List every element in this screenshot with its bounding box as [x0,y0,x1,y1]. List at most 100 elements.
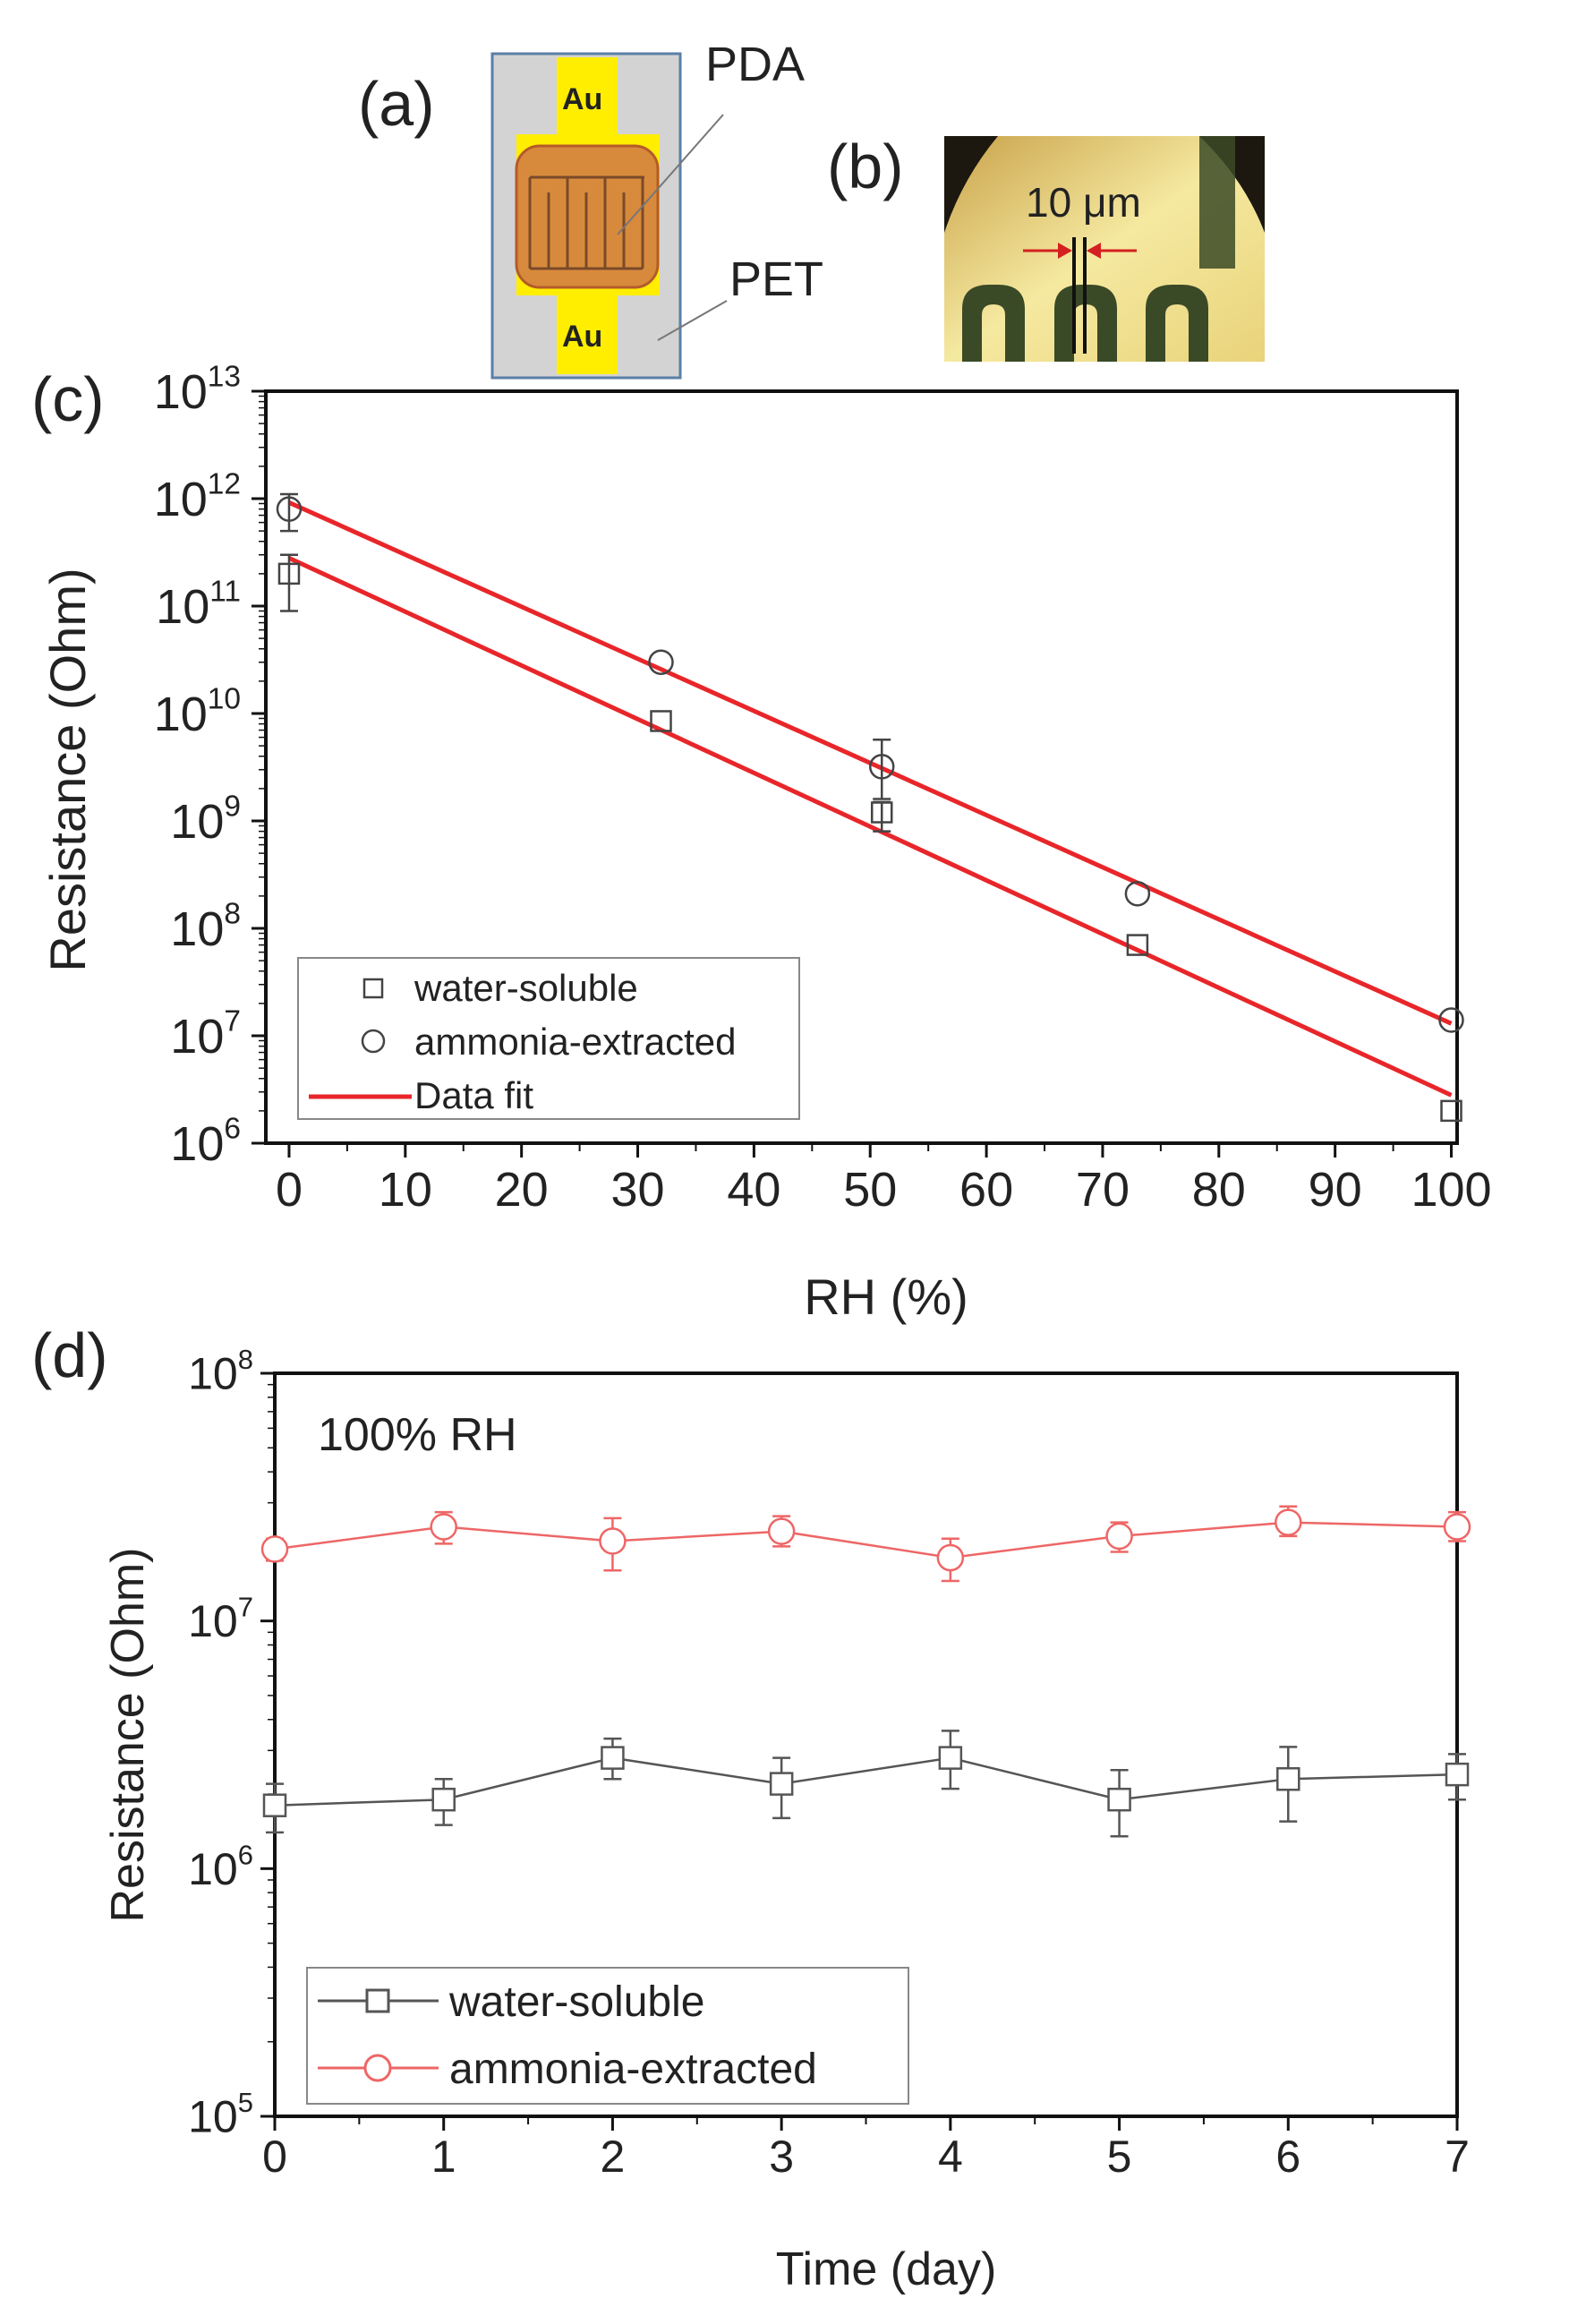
y-tick-label: 106 [188,1839,253,1894]
data-point-circle [648,649,674,675]
data-point-square [769,1772,794,1796]
chart-d-annotation: 100% RH [318,1409,517,1461]
chart-d-legend-box [306,1967,909,2105]
data-point-circle [1443,1513,1471,1541]
chart-c: 0 10 20 30 40 50 60 70 80 90 100 106 107 108 109 1010 10… [154,361,1492,1217]
panel-label-b: (b) [827,132,904,201]
micrograph-dark-corner-left [944,136,998,233]
data-point-circle [1124,881,1151,907]
y-tick-label: 1010 [154,683,241,741]
y-tick-label: 107 [188,1592,253,1647]
micrograph-dark-corner-right [1199,136,1265,233]
x-tick-label: 1 [431,2132,456,2182]
pda-leader-line [617,114,724,235]
x-tick-label: 90 [1309,1163,1362,1217]
data-point-circle [1105,1522,1133,1551]
chart-d-xlabel: Time (day) [776,2243,997,2295]
device-schematic: Au Au PDA PET [490,38,823,380]
legend-c-fit: Data fit [414,1074,533,1116]
y-tick-label: 108 [170,898,241,956]
data-point-square [262,1793,287,1817]
pet-label: PET [729,252,823,306]
legend-d-water: water-soluble [448,1978,704,2026]
data-point-square [938,1746,963,1770]
panel-label-a: (a) [358,69,435,139]
electrode-finger-2 [1054,285,1117,362]
x-tick-label: 60 [959,1163,1013,1217]
data-point-square [1126,934,1149,956]
data-point-square [870,801,893,824]
data-point-square [601,1746,625,1770]
x-tick-label: 7 [1445,2132,1470,2182]
plot-frame [264,389,1459,1145]
pet-leader-line [657,300,728,341]
y-tick-label: 109 [170,790,241,849]
data-point-circle [1438,1007,1464,1033]
panel-label-c: (c) [31,364,105,434]
y-tick-label: 105 [188,2087,253,2142]
chart-c-legend: water-soluble ammonia-extracted Data fit [297,957,800,1120]
x-tick-label: 3 [769,2132,794,2182]
x-tick-label: 20 [495,1163,549,1217]
interdigitated-electrode [528,175,644,270]
data-point-circle [599,1527,627,1555]
legend-d-circle-marker [363,2054,392,2082]
legend-c-water: water-soluble [414,967,638,1009]
series-line [274,1521,1458,1559]
x-tick-label: 6 [1275,2132,1300,2182]
data-point-circle [430,1513,457,1541]
data-point-square [1276,1767,1300,1791]
legend-d-square-marker [365,1988,390,2013]
y-tick-label: 1011 [156,576,241,634]
x-tick-label: 5 [1107,2132,1132,2182]
y-tick-label: 108 [188,1344,253,1399]
legend-c-ammonia: ammonia-extracted [414,1021,736,1063]
data-point-square [1107,1787,1131,1812]
series-line [274,1756,1458,1807]
x-tick-label: 4 [938,2132,963,2182]
fit-line [287,556,1453,1098]
legend-c-circle-marker [361,1029,386,1054]
x-tick-label: 100 [1411,1163,1491,1217]
data-point-circle [936,1543,965,1572]
x-tick-label: 0 [262,2132,287,2182]
au-top-label: Au [562,82,602,116]
electrode-bus [1199,136,1235,269]
chart-d: 0 1 2 3 4 5 6 7 105 106 107 108 [188,1344,1471,2182]
x-tick-label: 80 [1192,1163,1246,1217]
arrow-left-head [1058,243,1072,259]
data-point-circle [1275,1508,1302,1536]
chart-d-ylabel: Resistance (Ohm) [102,1548,154,1923]
legend-c-square-marker [362,978,384,999]
x-tick-label: 40 [727,1163,780,1217]
y-tick-label: 1013 [154,361,241,419]
x-tick-label: 30 [610,1163,664,1217]
au-bottom-label: Au [562,320,602,354]
x-tick-label: 0 [276,1163,303,1217]
data-point-square [431,1787,456,1812]
y-tick-label: 107 [170,1005,241,1064]
data-point-circle [276,496,303,522]
x-tick-label: 2 [601,2132,626,2182]
y-tick-label: 106 [170,1113,241,1171]
data-point-circle [868,754,895,780]
pda-label: PDA [705,38,805,91]
chart-d-legend: water-soluble ammonia-extracted [306,1967,909,2105]
data-point-square [277,562,301,585]
data-point-circle [767,1517,796,1545]
scale-label: 10 μm [1026,179,1141,226]
x-tick-label: 10 [379,1163,432,1217]
x-tick-label: 50 [843,1163,897,1217]
data-point-square [1445,1762,1470,1787]
micrograph: 10 μm [944,136,1265,362]
arrow-right-head [1087,243,1101,259]
electrode-finger-3 [1146,285,1208,362]
y-tick-label: 1012 [154,468,241,526]
electrode-finger-1 [962,285,1025,362]
panel-label-d: (d) [31,1320,108,1390]
data-point-square [1440,1099,1462,1123]
chart-c-ylabel: Resistance (Ohm) [39,568,96,971]
data-point-square [650,710,672,732]
chart-c-xlabel: RH (%) [804,1269,968,1325]
